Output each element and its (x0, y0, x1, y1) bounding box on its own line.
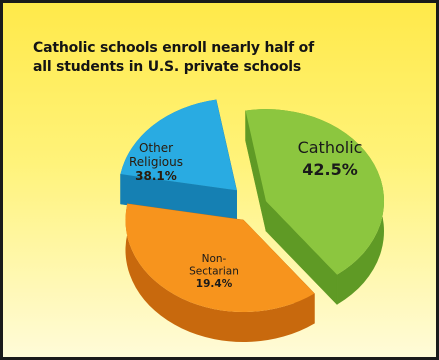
slice-value-catholic: 42.5% (302, 160, 358, 179)
slice-value-non-sectarian: 19.4% (196, 278, 233, 290)
slice-label-other-religious: Religious (129, 155, 183, 169)
slice-label-catholic: Catholic (298, 138, 363, 157)
pie-slice-catholic (245, 109, 385, 275)
pie-slice-other-religious (125, 203, 315, 312)
slice-label-non-sectarian: Sectarian (189, 266, 239, 278)
slice-value-other-religious: 38.1% (135, 169, 177, 183)
chart-title-line-2: all students in U.S. private schools (33, 59, 302, 75)
slice-label-other-religious: Other (139, 141, 173, 155)
slice-label-non-sectarian: Non- (202, 253, 227, 265)
pie-slice-non-sectarian (120, 99, 237, 191)
chart-title-line-1: Catholic schools enroll nearly half of (33, 40, 314, 56)
chart-title: Catholic schools enroll nearly half of a… (33, 39, 423, 77)
